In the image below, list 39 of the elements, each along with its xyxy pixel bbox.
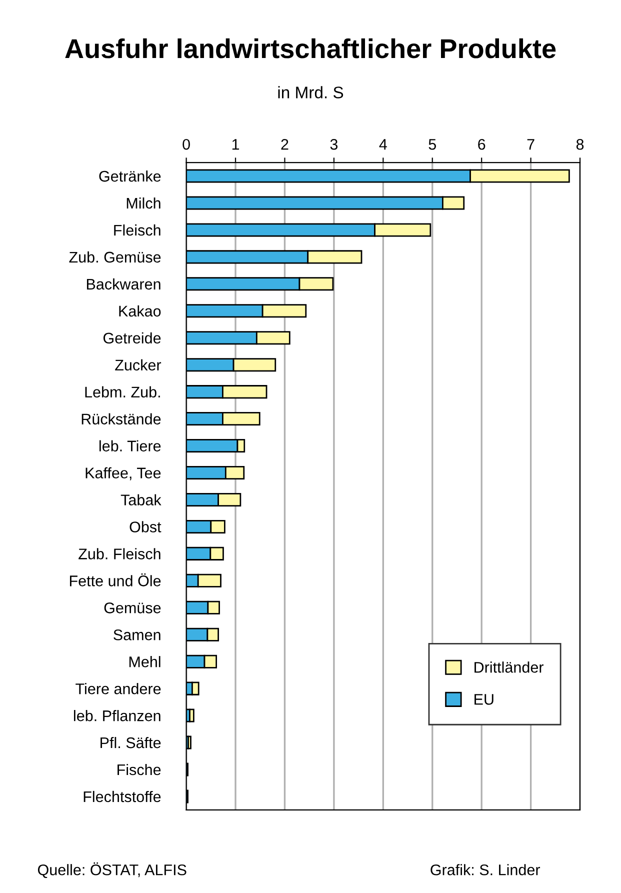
y-tick-label: Rückstände — [82, 413, 161, 424]
x-tick-label: 3 — [330, 138, 338, 150]
y-tick-label: Obst — [130, 521, 162, 532]
y-tick-label: Backwaren — [86, 278, 160, 290]
y-tick-label: Fette und Öle — [70, 573, 161, 586]
text: Grafik: S. Linder — [430, 864, 540, 876]
y-tick-label: Getränke — [99, 170, 161, 182]
x-tick-label: 8 — [576, 138, 584, 150]
x-tick-label: 0 — [182, 138, 190, 150]
y-tick-label: Getreide — [103, 332, 161, 344]
y-tick-label: Zub. Gemüse — [69, 251, 161, 263]
x-tick-label: 7 — [527, 139, 534, 150]
y-tick-label: Milch — [126, 197, 160, 209]
legend-label: EU — [474, 694, 494, 705]
y-tick-label: Kaffee, Tee — [86, 467, 161, 480]
x-tick-label: 1 — [232, 139, 240, 150]
source-note: Quelle: ÖSTAT, ALFIS — [38, 862, 186, 878]
y-tick-label: Samen — [114, 629, 160, 640]
x-tick-label: 2 — [281, 138, 288, 150]
x-tick-label: 6 — [478, 138, 486, 150]
y-tick-label: Mehl — [129, 656, 160, 668]
y-tick-label: Tiere andere — [76, 683, 161, 694]
y-tick-label: Pfl. Säfte — [100, 736, 161, 748]
y-tick-label: Zucker — [115, 359, 162, 371]
chart-subtitle: in Mrd. S — [278, 86, 344, 98]
y-tick-label: Tabak — [120, 494, 162, 506]
chart-title: Ausfuhr landwirtschaftlicher Produkte — [65, 38, 556, 58]
y-tick-label: Fleisch — [114, 224, 160, 236]
legend-label: Drittländer — [474, 662, 544, 673]
y-tick-label: Lebm. Zub. — [85, 386, 160, 398]
y-tick-label: Fische — [118, 764, 161, 776]
x-tick-label: 4 — [379, 139, 387, 150]
y-tick-label: Kakao — [119, 305, 161, 317]
y-tick-label: Zub. Fleisch — [78, 548, 160, 560]
y-tick-label: leb. Pflanzen — [74, 710, 160, 722]
y-tick-label: Flechtstoffe — [84, 790, 161, 802]
y-tick-label: leb. Tiere — [99, 440, 161, 452]
y-tick-label: Gemüse — [104, 602, 161, 614]
x-tick-label: 5 — [428, 139, 436, 150]
